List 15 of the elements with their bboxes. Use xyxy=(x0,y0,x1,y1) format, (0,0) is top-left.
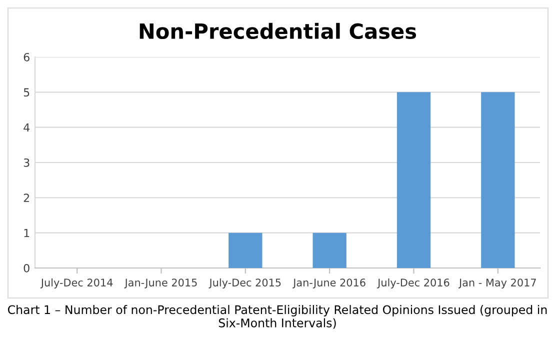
x-tick-label: Jan-June 2016 xyxy=(292,278,366,288)
y-tick-label: 3 xyxy=(24,158,30,167)
x-tick-label: July-Dec 2016 xyxy=(377,278,450,288)
y-tick-label: 1 xyxy=(24,228,30,238)
chart-title: Non-Precedential Cases xyxy=(140,22,416,40)
y-tick-label: 4 xyxy=(24,123,30,132)
caption: Chart 1 – Number of non-Precedential Patent-Eligibility Related Opinions Issued (grouped in Six-Month Intervals) xyxy=(8,305,547,329)
y-tick-label: 2 xyxy=(24,194,30,202)
x-tick-label: Jan - May 2017 xyxy=(458,278,536,288)
y-tick-label: 5 xyxy=(24,88,30,97)
x-tick-label: July-Dec 2014 xyxy=(40,278,113,288)
x-tick-label: Jan-June 2015 xyxy=(124,278,197,288)
y-tick-label: 0 xyxy=(24,264,30,272)
y-tick-label: 6 xyxy=(24,52,30,62)
x-tick-label: July-Dec 2015 xyxy=(208,278,281,288)
